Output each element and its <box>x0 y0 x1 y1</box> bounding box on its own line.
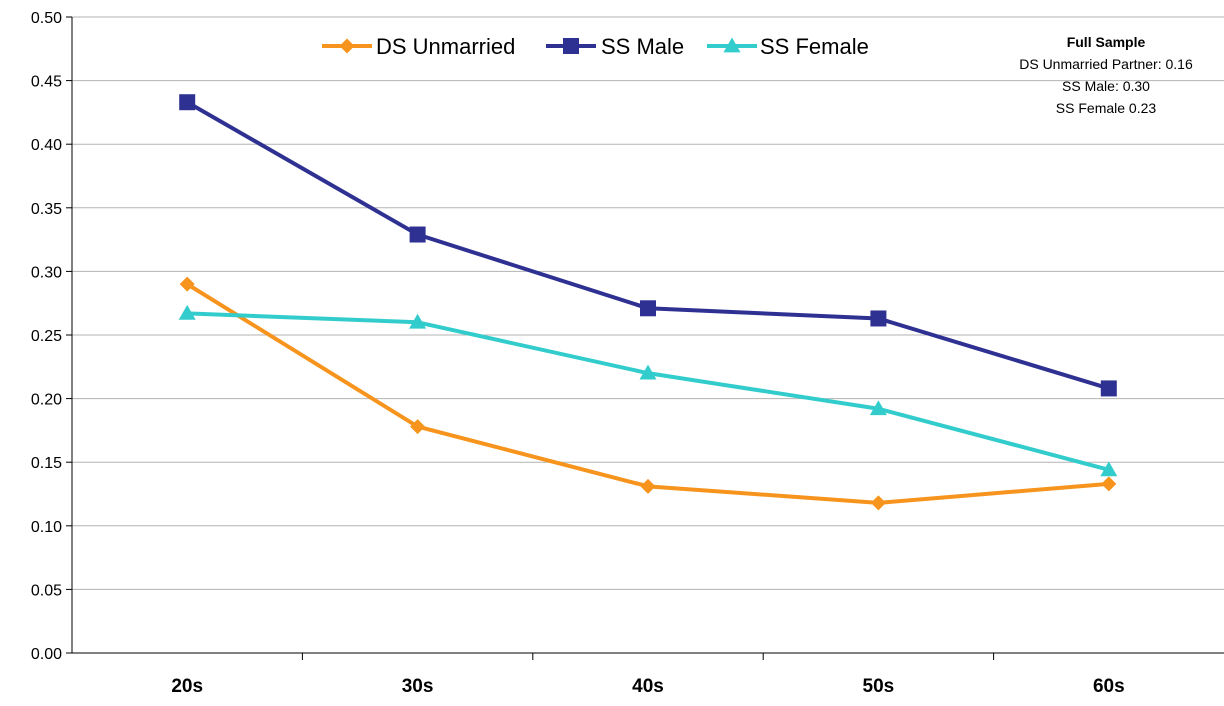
x-axis-ticks: 20s 30s 40s 50s 60s <box>171 653 1125 697</box>
y-tick-label: 0.50 <box>31 10 62 27</box>
x-tick-label: 60s <box>1093 676 1125 697</box>
legend-label: SS Female <box>760 34 869 59</box>
data-point-ds-unmarried <box>1101 476 1117 492</box>
y-tick-label: 0.10 <box>31 519 62 536</box>
y-axis-ticks: 0.00 0.05 0.10 0.15 0.20 0.25 0.30 0.35 0.40 0.45… <box>31 10 72 663</box>
data-point-ss-female <box>639 364 657 380</box>
note-line-ss-male: SS Male: 0.30 <box>1062 78 1150 94</box>
y-tick-label: 0.05 <box>31 582 62 599</box>
legend-label: DS Unmarried <box>376 34 515 59</box>
data-point-ss-male <box>640 300 656 317</box>
data-point-ss-male <box>1100 380 1117 397</box>
series-line-ss-female <box>187 311 1110 472</box>
legend-item-ss-female: SS Female <box>707 34 869 59</box>
note-line-ss-female: SS Female 0.23 <box>1056 100 1157 116</box>
legend: DS Unmarried SS Male SS Female <box>322 34 869 59</box>
gridlines <box>72 16 1224 590</box>
legend-item-ds-unmarried: DS Unmarried <box>322 34 515 59</box>
note-line-ds: DS Unmarried Partner: 0.16 <box>1019 56 1193 72</box>
data-point-ss-female <box>409 313 427 329</box>
y-tick-label: 0.25 <box>31 328 62 345</box>
legend-label: SS Male <box>601 34 684 59</box>
y-tick-label: 0.40 <box>31 137 62 154</box>
y-tick-label: 0.35 <box>31 201 62 218</box>
data-point-ds-unmarried <box>870 495 886 511</box>
data-point-ss-female <box>869 400 887 416</box>
note-title: Full Sample <box>1067 34 1146 50</box>
x-tick-label: 20s <box>171 676 203 697</box>
legend-marker <box>723 37 741 53</box>
x-tick-label: 30s <box>402 676 434 697</box>
y-tick-label: 0.30 <box>31 264 62 281</box>
data-point-ss-female <box>1100 461 1118 477</box>
series-line-ss-male <box>186 100 1110 391</box>
legend-item-ss-male: SS Male <box>546 34 684 59</box>
data-point-ss-male <box>179 94 196 111</box>
data-point-ds-unmarried <box>410 419 426 435</box>
y-tick-label: 0.00 <box>31 646 62 663</box>
legend-marker <box>339 38 355 54</box>
legend-marker <box>563 38 579 54</box>
data-point-ds-unmarried <box>640 478 656 494</box>
y-tick-label: 0.15 <box>31 455 62 472</box>
x-tick-label: 40s <box>632 676 664 697</box>
x-tick-label: 50s <box>863 676 895 697</box>
series-group <box>178 94 1118 511</box>
y-tick-label: 0.45 <box>31 74 62 91</box>
data-point-ss-male <box>409 226 426 243</box>
y-tick-label: 0.20 <box>31 392 62 409</box>
data-point-ss-male <box>870 310 887 327</box>
data-point-ss-female <box>178 304 196 320</box>
full-sample-note: Full Sample DS Unmarried Partner: 0.16 S… <box>1019 34 1193 116</box>
data-point-ds-unmarried <box>179 276 195 292</box>
